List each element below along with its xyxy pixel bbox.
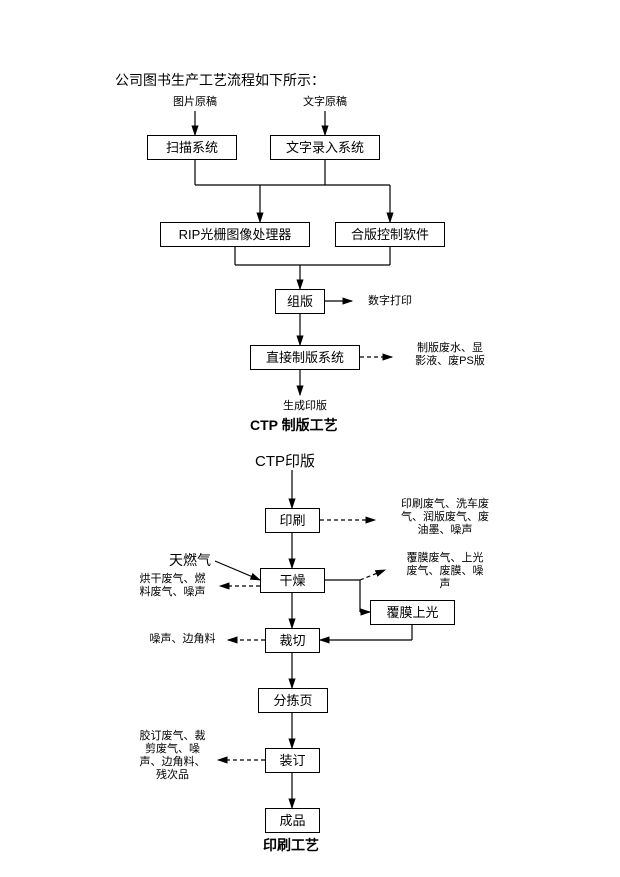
page-title: 公司图书生产工艺流程如下所示： (115, 70, 325, 90)
node-cut: 裁切 (265, 628, 320, 653)
node-finish: 成品 (265, 808, 320, 833)
node-coat: 覆膜上光 (370, 600, 455, 625)
node-gas_in: 天燃气 (160, 550, 220, 570)
node-coat_out: 覆膜废气、上光 废气、废膜、噪 声 (390, 550, 500, 592)
node-gen_plate: 生成印版 (270, 397, 340, 415)
node-ctp_out1: 制版废水、显 影液、废PS版 (395, 338, 505, 372)
node-cut_out: 噪声、边角料 (135, 630, 230, 648)
section2-label: 印刷工艺 (263, 835, 319, 855)
node-sort: 分拣页 (258, 688, 328, 713)
node-input: 文字录入系统 (270, 135, 380, 160)
node-digiprint: 数字打印 (355, 292, 425, 310)
node-compose: 组版 (275, 289, 325, 314)
section2-start: CTP印版 (255, 450, 315, 471)
node-dry: 干燥 (260, 568, 325, 593)
node-layout_sw: 合版控制软件 (335, 222, 445, 247)
node-ctp_sys: 直接制版系统 (250, 345, 360, 370)
node-pic_src: 图片原稿 (160, 93, 230, 111)
node-bind: 装订 (265, 748, 320, 773)
node-txt_src: 文字原稿 (290, 93, 360, 111)
node-print: 印刷 (265, 508, 320, 533)
node-dry_out_l: 烘干废气、燃 料废气、噪声 (125, 571, 220, 601)
node-bind_out: 胶订废气、裁 剪废气、噪 声、边角料、 残次品 (125, 728, 220, 784)
section1-label: CTP 制版工艺 (250, 415, 338, 435)
node-rip: RIP光栅图像处理器 (160, 222, 310, 247)
node-print_out: 印刷废气、洗车废 气、润版废气、废 油墨、噪声 (380, 496, 510, 538)
node-scan: 扫描系统 (147, 135, 237, 160)
